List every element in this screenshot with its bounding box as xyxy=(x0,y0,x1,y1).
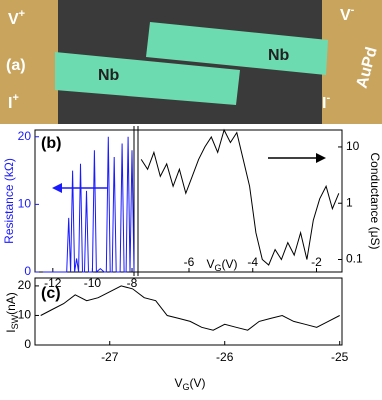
label: I- xyxy=(322,92,330,112)
panel-c-frame xyxy=(34,277,343,346)
y-axis-label-main: I xyxy=(4,329,18,332)
x-axis-label: VG(V) xyxy=(174,376,205,392)
y-axis-label: Resistance (kΩ) xyxy=(2,158,16,244)
panel-label: (a) xyxy=(6,57,26,74)
data-line xyxy=(42,136,135,274)
x-tick-label: -10 xyxy=(84,276,102,290)
data-line xyxy=(140,128,340,266)
data-line xyxy=(40,285,340,331)
x-axis-label: VG(V) xyxy=(206,257,237,273)
y-tick-label: 20 xyxy=(18,129,32,143)
x-axis-label-sub: G xyxy=(183,382,190,392)
x-axis-label-unit: (V) xyxy=(190,376,206,390)
y-tick-label: 10 xyxy=(18,308,32,322)
y-tick-label: 0.1 xyxy=(346,252,363,266)
arrow-head xyxy=(316,153,326,163)
x-axis-label-unit: (V) xyxy=(222,257,238,271)
x-tick-label: -4 xyxy=(247,255,258,269)
x-tick-label: -8 xyxy=(127,276,138,290)
y-tick-label: 0 xyxy=(24,264,31,278)
pad xyxy=(322,0,382,124)
y-tick-label: 0 xyxy=(24,337,31,351)
arrow-head xyxy=(52,183,62,193)
x-axis-label-main: V xyxy=(174,376,182,390)
y-axis-label: Conductance (μS) xyxy=(368,153,382,250)
y-tick-label: 10 xyxy=(346,139,360,153)
y-tick-label: 1 xyxy=(346,195,353,209)
y-axis-label-unit: (nA) xyxy=(4,292,18,315)
label: Nb xyxy=(98,67,120,84)
micrograph: V+ (a) I+ Nb Nb V- I- AuPd xyxy=(0,0,382,124)
label: I+ xyxy=(8,92,19,112)
label: Nb xyxy=(268,47,290,64)
x-tick-label: -27 xyxy=(101,350,119,364)
x-axis-label-sub: G xyxy=(215,263,222,273)
x-tick-label: -26 xyxy=(216,350,234,364)
x-tick-label: -12 xyxy=(44,276,62,290)
label: V+ xyxy=(8,8,25,28)
x-axis-label-main: V xyxy=(206,257,214,271)
y-axis-label: ISW(nA) xyxy=(4,292,20,333)
x-tick-label: -25 xyxy=(331,350,349,364)
y-tick-label: 20 xyxy=(18,278,32,292)
x-tick-label: -6 xyxy=(184,255,195,269)
nb-strip xyxy=(146,22,328,75)
pad xyxy=(0,0,58,124)
y-axis-label-sub: SW xyxy=(10,314,20,329)
y-tick-label: 10 xyxy=(18,197,32,211)
panel-label: (c) xyxy=(41,285,61,302)
label: V- xyxy=(340,4,355,24)
nb-strip xyxy=(55,52,240,105)
x-tick-label: -2 xyxy=(311,255,322,269)
panel-label: (b) xyxy=(41,135,61,152)
